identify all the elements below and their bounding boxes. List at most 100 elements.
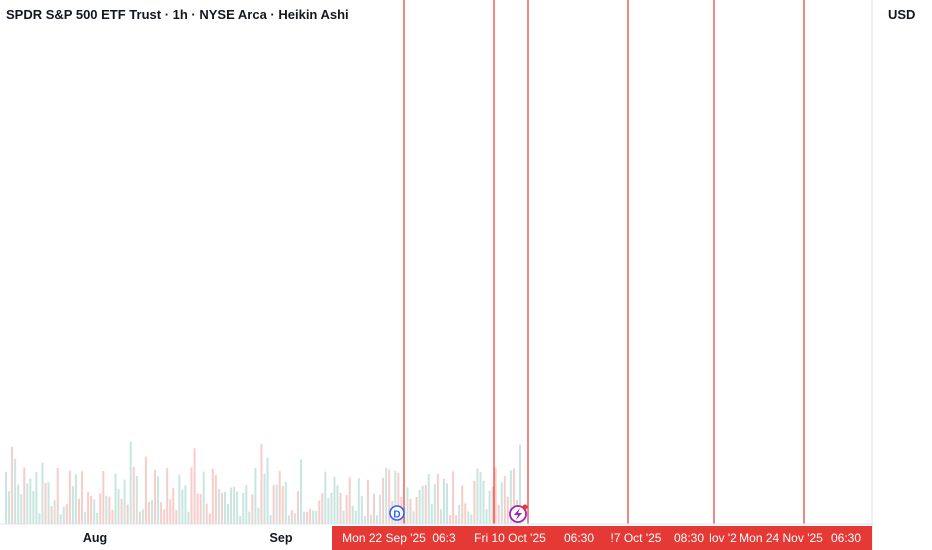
volume-bar (461, 485, 464, 524)
volume-bar (169, 499, 172, 524)
volume-bar (38, 513, 41, 524)
highlight-time-label: !7 Oct '25 (611, 531, 662, 545)
volume-bar (257, 507, 260, 524)
volume-bar (102, 470, 105, 524)
event-marker-earnings[interactable] (509, 504, 528, 523)
volume-bar (345, 495, 348, 524)
volume-bar (439, 509, 442, 524)
volume-bar (87, 491, 90, 524)
volume-bar (227, 503, 230, 524)
dividend-marker-icon[interactable] (389, 505, 405, 521)
volume-bar (452, 471, 455, 524)
highlight-time-label: 06:30 (564, 531, 594, 545)
volume-bar (35, 471, 38, 524)
volume-bar (354, 510, 357, 524)
volume-bar (366, 479, 369, 524)
volume-bar (26, 483, 29, 524)
volume-bar (141, 509, 144, 524)
volume-bar (406, 487, 409, 524)
currency-label[interactable]: USD (888, 7, 915, 22)
volume-bar (321, 492, 324, 524)
volume-bar (269, 515, 272, 524)
volume-bar (369, 514, 372, 524)
volume-bar (236, 491, 239, 524)
volume-bar (467, 511, 470, 524)
volume-bar (62, 506, 65, 524)
volume-bar (327, 498, 330, 524)
volume-bar (494, 467, 497, 524)
volume-bar (53, 500, 56, 524)
volume-bar (96, 512, 99, 524)
volume-bar (436, 473, 439, 524)
volume-bar (506, 496, 509, 524)
volume-histogram (5, 441, 521, 524)
volume-bar (449, 515, 452, 524)
volume-bar (196, 493, 199, 524)
time-tick-label: Sep (270, 531, 293, 545)
volume-bar (519, 444, 521, 524)
volume-bar (427, 473, 430, 524)
time-axis[interactable]: Aug Sep Mon 22 Sep '25 06:3 Fri 10 Oct '25 06… (83, 526, 872, 550)
volume-bar (424, 484, 427, 524)
event-marker-dividend[interactable]: D (389, 505, 405, 521)
highlight-time-label: lov '2 (709, 531, 737, 545)
volume-bar (230, 487, 233, 524)
volume-bar (388, 469, 391, 524)
volume-bar (239, 515, 242, 524)
volume-bar (163, 509, 166, 524)
volume-bar (205, 503, 208, 524)
volume-bar (77, 498, 80, 524)
volume-bar (315, 510, 318, 524)
volume-bar (275, 484, 278, 524)
volume-bar (296, 491, 299, 524)
volume-bar (394, 470, 397, 524)
volume-bar (376, 515, 379, 524)
volume-bar (318, 500, 321, 524)
volume-bar (223, 491, 226, 524)
volume-bar (108, 496, 111, 524)
volume-bar (138, 511, 141, 524)
volume-bar (324, 471, 327, 524)
volume-bar (211, 468, 214, 524)
volume-bar (360, 496, 363, 524)
volume-bar (56, 468, 59, 524)
time-range-highlight (332, 526, 872, 550)
chart-title: SPDR S&P 500 ETF Trust · 1h · NYSE Arca … (6, 7, 349, 22)
volume-bar (330, 492, 333, 524)
volume-bar (154, 469, 157, 524)
volume-bar (144, 456, 147, 524)
volume-bar (41, 462, 44, 524)
volume-bar (254, 467, 257, 524)
volume-bar (412, 511, 415, 524)
volume-bar (47, 482, 50, 524)
volume-bar (44, 483, 47, 524)
volume-bar (11, 446, 14, 524)
volume-bar (284, 481, 287, 524)
volume-bar (178, 474, 181, 524)
highlight-time-label: Fri 10 Oct '25 (474, 531, 546, 545)
volume-bar (114, 473, 117, 524)
notification-dot-icon (522, 504, 528, 510)
highlight-time-label: 06:30 (831, 531, 861, 545)
volume-bar (500, 482, 503, 524)
volume-bar (181, 489, 184, 524)
volume-bar (202, 471, 205, 524)
volume-bar (385, 467, 388, 524)
volume-bar (482, 480, 485, 524)
volume-bar (65, 504, 68, 524)
volume-bar (193, 448, 196, 524)
volume-bar (187, 511, 190, 524)
highlight-time-label: Mon 22 Sep '25 (342, 531, 426, 545)
volume-bar (382, 477, 385, 524)
volume-bar (184, 485, 187, 524)
volume-bar (263, 473, 266, 524)
volume-bar (336, 485, 339, 524)
volume-bar (409, 498, 412, 524)
volume-bar (458, 504, 461, 524)
volume-bar (233, 486, 236, 524)
volume-bar (293, 513, 296, 524)
volume-bar (397, 472, 400, 524)
volume-bar (442, 478, 445, 524)
